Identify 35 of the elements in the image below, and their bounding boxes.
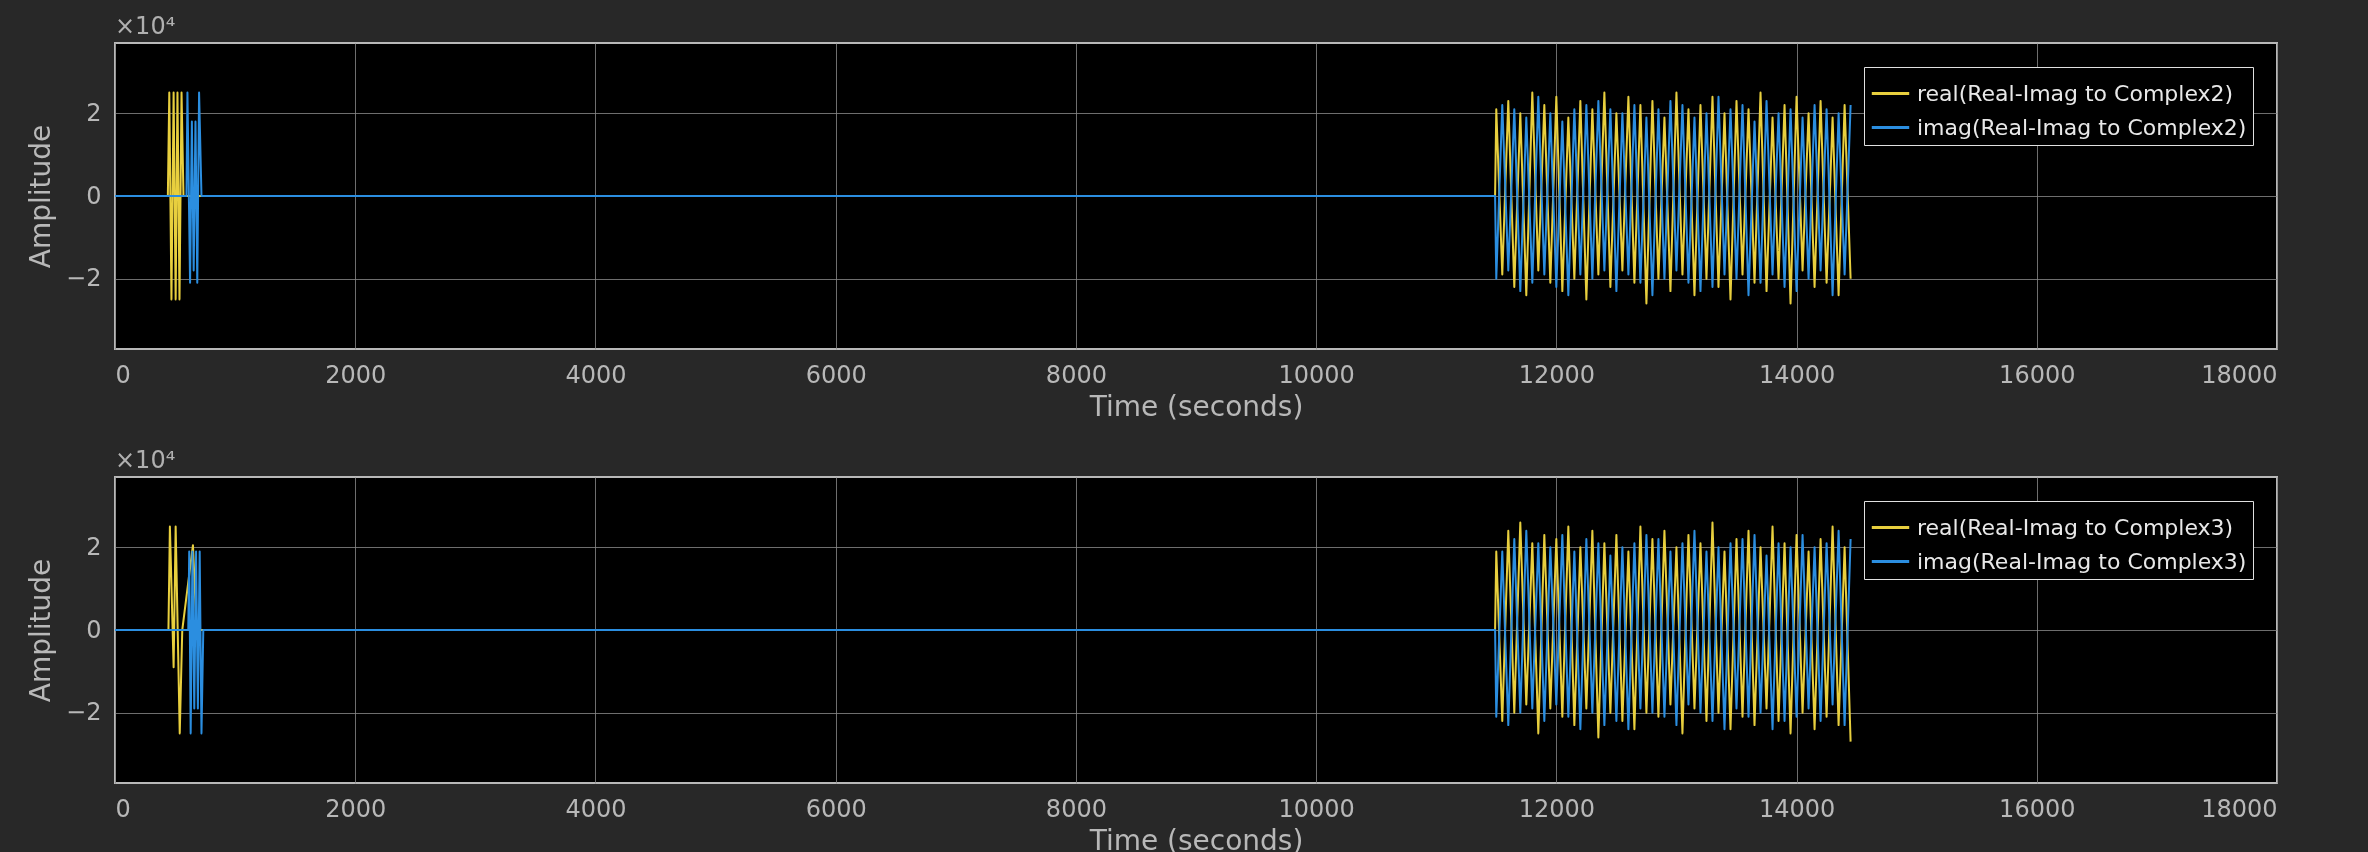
text: ×10⁴ <box>115 12 176 40</box>
y-tick-label: −2 <box>66 698 102 727</box>
x-tick-label: 2000 <box>325 794 387 823</box>
legend-label: real(Real-Imag to Complex2) <box>1917 80 2234 106</box>
x-tick-label: 16000 <box>1999 794 2076 823</box>
x-tick-label: 0 <box>115 794 131 823</box>
x-tick-label: 16000 <box>1999 360 2076 389</box>
x-tick-label: 12000 <box>1518 794 1596 823</box>
x-tick-label: 18000 <box>2201 360 2278 389</box>
x-tick-label: 8000 <box>1045 360 1107 389</box>
x-tick-label: 8000 <box>1045 794 1107 823</box>
x-tick-label: 12000 <box>1518 360 1596 389</box>
x-tick-label: 10000 <box>1278 794 1355 823</box>
legend-label: imag(Real-Imag to Complex2) <box>1917 114 2247 140</box>
x-tick-label: 4000 <box>565 360 627 389</box>
y-axis-title: Amplitude <box>24 558 58 703</box>
y-tick-label: 2 <box>86 532 102 561</box>
x-tick-label: 14000 <box>1758 360 1836 389</box>
x-tick-label: 6000 <box>805 794 867 823</box>
x-tick-label: 6000 <box>805 360 867 389</box>
y-tick-label: 2 <box>86 98 102 127</box>
y-tick-label: 0 <box>86 615 102 644</box>
x-tick-label: 18000 <box>2201 794 2278 823</box>
x-tick-label: 14000 <box>1758 794 1836 823</box>
text: ×10⁴ <box>115 446 176 474</box>
x-tick-label: 10000 <box>1278 360 1355 389</box>
y-tick-label: −2 <box>66 264 102 293</box>
legend-label: imag(Real-Imag to Complex3) <box>1917 548 2247 574</box>
x-tick-label: 4000 <box>565 794 627 823</box>
y-axis-title: Amplitude <box>24 124 58 269</box>
x-tick-label: 0 <box>115 360 131 389</box>
legend-label: real(Real-Imag to Complex3) <box>1917 514 2234 540</box>
y-tick-label: 0 <box>86 181 102 210</box>
x-axis-title: Time (seconds) <box>1088 389 1304 423</box>
x-tick-label: 2000 <box>325 360 387 389</box>
